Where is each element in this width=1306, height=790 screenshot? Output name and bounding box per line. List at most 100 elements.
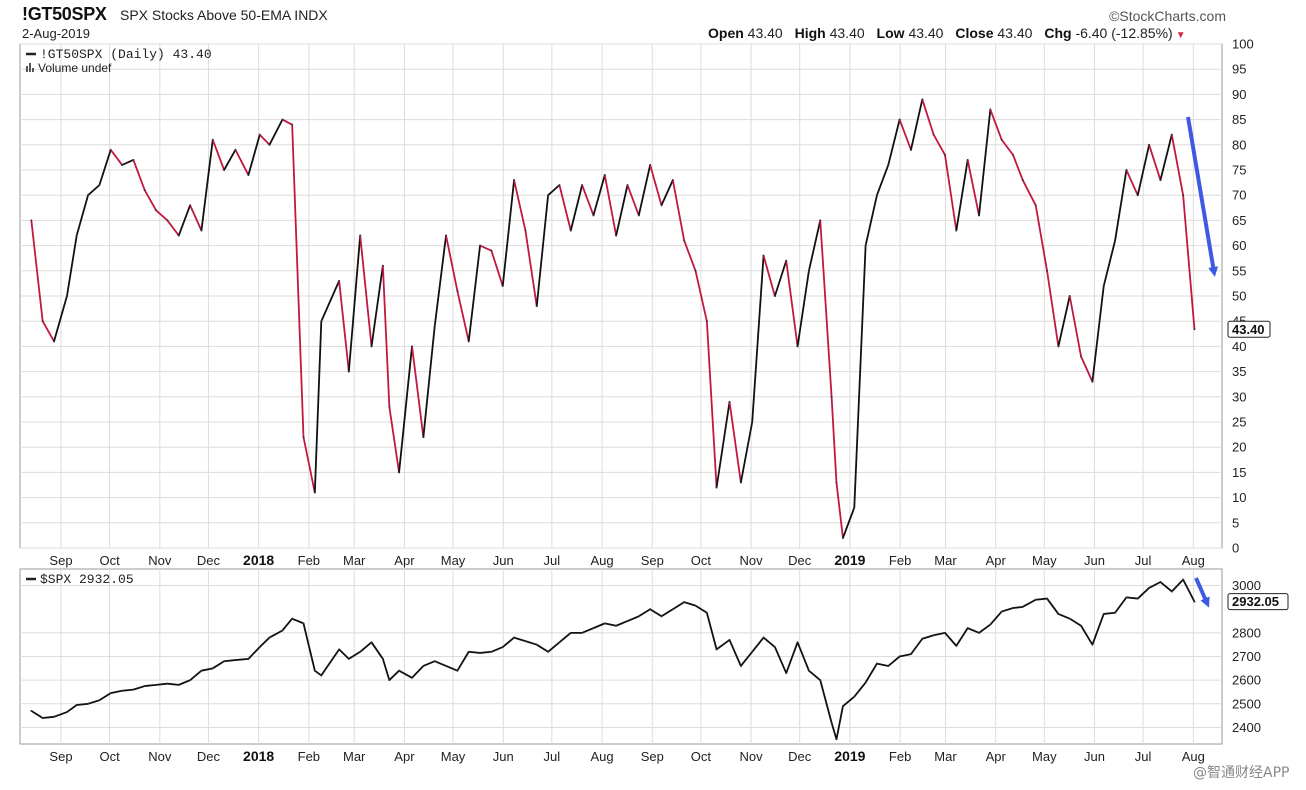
series-point (898, 118, 901, 121)
series-segment (751, 636, 765, 653)
series-segment (53, 711, 68, 718)
trend-arrow-top (1186, 116, 1219, 277)
series-segment (1125, 596, 1139, 600)
series-point (637, 214, 640, 217)
series-segment (1159, 581, 1173, 593)
series-segment (637, 608, 652, 618)
series-point (200, 669, 203, 672)
trend-arrow-bottom (1194, 577, 1210, 608)
series-point (966, 159, 969, 161)
series-segment (808, 669, 822, 682)
series-segment (177, 204, 191, 237)
series-segment (155, 682, 169, 686)
series-segment (762, 254, 776, 297)
series-segment (1182, 578, 1196, 603)
series-segment (66, 704, 78, 713)
brand-label[interactable]: ©StockCharts.com (1109, 8, 1226, 24)
y-tick-label: 70 (1232, 188, 1246, 203)
series-segment (1091, 613, 1105, 646)
series-point (223, 660, 226, 663)
series-segment (109, 689, 123, 695)
series-segment (247, 133, 261, 176)
series-point (66, 711, 68, 713)
series-segment (53, 295, 68, 343)
series-point (921, 98, 924, 101)
series-segment (223, 148, 237, 171)
series-point (53, 340, 55, 343)
series-segment (581, 627, 595, 634)
series-segment (842, 695, 856, 708)
series-segment (513, 179, 527, 232)
x-tick-label: 2018 (243, 552, 274, 568)
series-segment (121, 159, 135, 166)
series-segment (189, 204, 203, 232)
series-point (189, 204, 191, 207)
series-segment (143, 683, 157, 687)
series-segment (109, 148, 123, 166)
x-tick-label: Oct (691, 749, 712, 764)
series-point (569, 229, 572, 232)
series-point (1000, 610, 1003, 613)
watermark: @智通财经APP (1193, 765, 1289, 781)
series-point (1182, 578, 1185, 581)
series-segment (98, 692, 112, 702)
series-segment (359, 234, 373, 348)
y-tick-label: 35 (1232, 364, 1246, 379)
x-tick-label: Feb (298, 749, 320, 764)
series-segment (660, 608, 674, 618)
series-segment (739, 650, 754, 667)
open-label: Open (708, 25, 744, 41)
series-segment (853, 244, 867, 509)
series-point (1159, 581, 1162, 583)
series-segment (1000, 138, 1014, 156)
series-point (66, 295, 68, 297)
series-point (177, 234, 180, 237)
series-point (247, 657, 250, 660)
series-point (338, 279, 341, 282)
series-point (615, 234, 618, 237)
series-segment (121, 688, 135, 692)
series-point (479, 244, 481, 247)
chart-header: !GT50SPX SPX Stocks Above 50-EMA INDX 2-… (0, 0, 1306, 44)
series-point (524, 229, 527, 232)
x-tick-label: Jun (1084, 749, 1105, 764)
series-segment (347, 234, 362, 373)
series-segment (989, 108, 1003, 141)
series-segment (921, 98, 935, 136)
series-segment (87, 184, 101, 197)
series-segment (671, 601, 686, 611)
series-segment (370, 264, 384, 348)
series-point (501, 285, 504, 287)
series-point (200, 229, 203, 232)
series-segment (887, 655, 901, 667)
series-segment (234, 148, 250, 176)
series-point (1034, 204, 1037, 207)
series-segment (1114, 596, 1128, 614)
x-tick-label: Nov (148, 553, 172, 568)
series-segment (1148, 143, 1162, 181)
series-segment (143, 189, 157, 212)
series-segment (785, 259, 799, 348)
series-segment (1102, 239, 1116, 287)
series-segment (359, 641, 373, 653)
series-point (785, 259, 788, 262)
series-segment (932, 133, 946, 156)
series-point (234, 659, 237, 661)
x-tick-label: Aug (590, 749, 613, 764)
series-segment (87, 699, 101, 705)
series-segment (694, 269, 708, 323)
y-tick-label: 55 (1232, 263, 1246, 278)
x-tick-label: Sep (641, 749, 664, 764)
series-segment (1068, 295, 1082, 358)
x-tick-label: Mar (934, 553, 957, 568)
y-tick-label: 20 (1232, 440, 1246, 455)
y-tick-label: 10 (1232, 490, 1246, 505)
series-point (808, 669, 810, 672)
series-segment (603, 622, 618, 627)
series-point (876, 194, 878, 197)
series-segment (1136, 143, 1151, 197)
x-tick-label: Sep (49, 553, 72, 568)
series-segment (456, 650, 470, 672)
series-segment (626, 615, 640, 622)
series-point (705, 611, 708, 614)
